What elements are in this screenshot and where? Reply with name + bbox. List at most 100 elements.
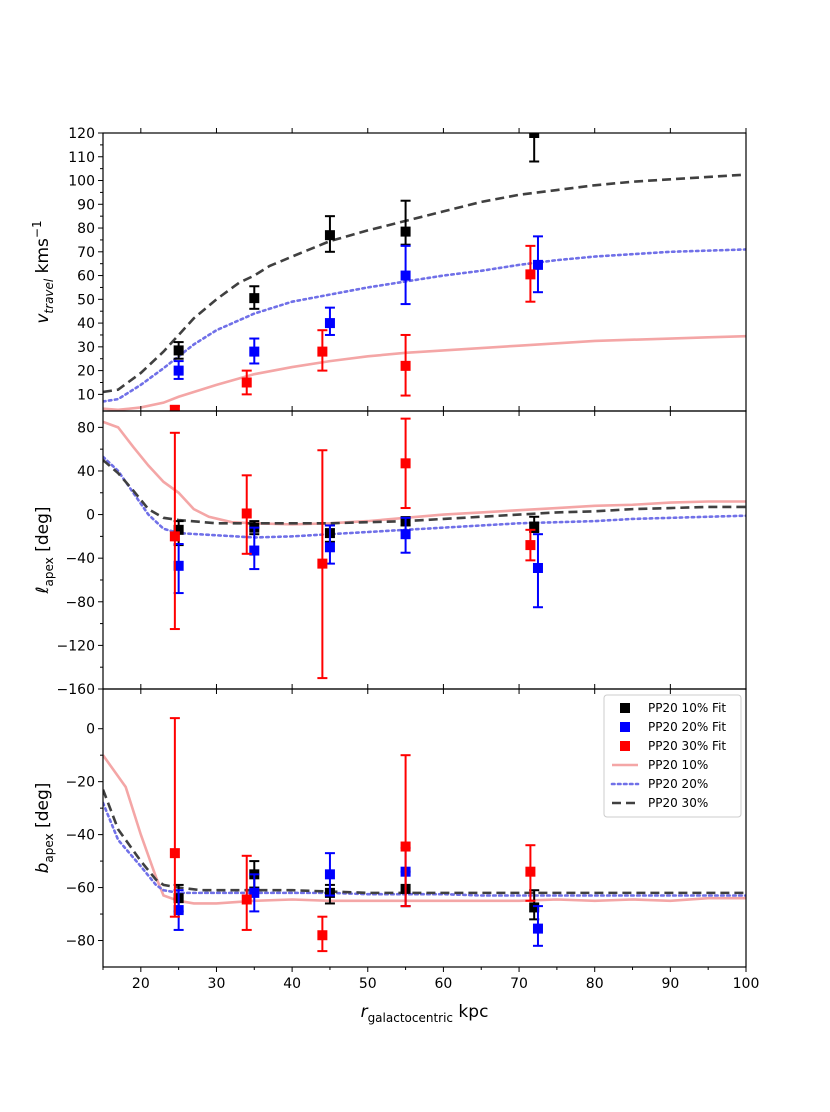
marker-pp20-30-fit	[169, 404, 180, 411]
y-tick-label: 0	[86, 722, 95, 738]
legend-label: PP20 10% Fit	[648, 701, 726, 715]
marker-pp20-20-fit	[400, 270, 411, 281]
y-tick-label: −60	[65, 881, 95, 897]
y-tick-label: 50	[77, 292, 95, 308]
y-label-unit: [deg]	[33, 507, 53, 558]
y-tick-label: 40	[77, 316, 95, 332]
marker-pp20-20-fit	[532, 562, 543, 573]
legend-label: PP20 10%	[648, 758, 708, 772]
marker-pp20-30-fit	[525, 540, 536, 551]
y-tick-label: −40	[65, 551, 95, 567]
y-axis-label: vtravel kms−1	[30, 220, 56, 323]
x-label-unit: kpc	[453, 1002, 488, 1022]
marker-pp20-30-fit	[241, 894, 252, 905]
marker-pp20-30-fit	[169, 531, 180, 542]
legend: PP20 10% Fit PP20 20% Fit PP20 30% Fit PP20…	[603, 694, 742, 818]
marker-pp20-10-fit	[529, 902, 540, 913]
y-tick-label: −120	[57, 638, 95, 654]
data-points	[169, 133, 543, 411]
y-tick-label: 110	[68, 150, 95, 166]
panel-frame	[102, 688, 747, 968]
y-label-sub: travel	[42, 278, 56, 313]
panel-lapex: −160 −120 −80 −40 0 40 80 ℓapex [deg]	[33, 406, 747, 698]
y-label-sup: −1	[30, 220, 44, 238]
marker-pp20-30-fit	[317, 558, 328, 569]
marker-pp20-30-fit	[317, 930, 328, 941]
x-tick-label: 90	[661, 976, 679, 992]
marker-pp20-10-fit	[173, 345, 184, 356]
marker-pp20-30-fit	[400, 360, 411, 371]
marker-pp20-20-fit	[324, 869, 335, 880]
x-tick-label: 70	[510, 976, 528, 992]
y-tick-label: 80	[77, 221, 95, 237]
y-tick-label: 10	[77, 387, 95, 403]
marker-pp20-10-fit	[324, 230, 335, 241]
data-points	[169, 717, 543, 953]
curve-pp20-30-	[103, 789, 746, 895]
x-label-sub: galactocentric	[368, 1011, 453, 1025]
y-label-sub: apex	[42, 557, 56, 586]
y-tick-label: −40	[65, 828, 95, 844]
marker-pp20-30-fit	[241, 508, 252, 519]
y-label-main: ℓ	[33, 586, 53, 594]
legend-label: PP20 20%	[648, 777, 708, 791]
marker-pp20-10-fit	[249, 293, 260, 304]
y-label-main: v	[33, 313, 53, 324]
y-label-main: b	[33, 863, 53, 874]
marker-pp20-20-fit	[173, 560, 184, 571]
y-label-unit: [deg]	[33, 783, 53, 834]
marker-pp20-20-fit	[173, 365, 184, 376]
panel-bapex: −80 −60 −40 −20 0 bapex [deg]	[33, 684, 747, 972]
y-label-unit: kms	[33, 238, 53, 279]
y-tick-label: 90	[77, 197, 95, 213]
x-tick-label: 20	[132, 976, 150, 992]
marker-pp20-30-fit	[525, 269, 536, 280]
y-tick-label: 100	[68, 174, 95, 190]
panel-frame	[102, 132, 747, 412]
marker-pp20-20-fit	[400, 529, 411, 540]
curve-pp20-30-	[103, 173, 746, 394]
x-tick-label: 80	[586, 976, 604, 992]
y-tick-label: 0	[86, 508, 95, 524]
marker-pp20-30-fit	[241, 377, 252, 388]
y-label-sub: apex	[42, 833, 56, 862]
marker-pp20-20-fit	[532, 259, 543, 270]
y-tick-label: −160	[57, 682, 95, 698]
marker-pp20-20-fit	[173, 905, 184, 916]
y-tick-label: −20	[65, 775, 95, 791]
curve-pp20-20-	[103, 801, 746, 897]
legend-swatch-pp20-10-fit	[620, 703, 630, 713]
y-axis-label: bapex [deg]	[33, 783, 56, 874]
marker-pp20-20-fit	[532, 923, 543, 934]
x-tick-label: 50	[359, 976, 377, 992]
curve-pp20-10-	[103, 420, 746, 526]
x-label-main: r	[361, 1002, 369, 1022]
curve-pp20-20-	[103, 248, 746, 403]
marker-pp20-20-fit	[249, 545, 260, 556]
y-tick-label: 60	[77, 269, 95, 285]
legend-box	[603, 694, 742, 818]
model-curves	[103, 173, 746, 411]
marker-pp20-10-fit	[529, 133, 540, 138]
curve-pp20-30-	[103, 459, 746, 525]
marker-pp20-10-fit	[173, 524, 184, 535]
y-tick-label: 40	[77, 464, 95, 480]
marker-pp20-20-fit	[324, 542, 335, 553]
x-tick-label: 40	[283, 976, 301, 992]
marker-pp20-20-fit	[324, 318, 335, 329]
curve-pp20-10-	[103, 334, 746, 411]
marker-pp20-30-fit	[169, 848, 180, 859]
legend-swatch-pp20-30-fit	[620, 741, 630, 751]
legend-label: PP20 30%	[648, 796, 708, 810]
marker-pp20-30-fit	[525, 866, 536, 877]
y-tick-label: 30	[77, 340, 95, 356]
y-tick-label: −80	[65, 934, 95, 950]
marker-pp20-20-fit	[249, 887, 260, 898]
legend-label: PP20 30% Fit	[648, 739, 726, 753]
marker-pp20-30-fit	[400, 458, 411, 469]
y-tick-label: −80	[65, 595, 95, 611]
y-tick-label: 20	[77, 364, 95, 380]
panel-vtravel: 10 20 30 40 50 60 70 80 90 100 110 120 vtravel kms−1	[30, 126, 747, 416]
